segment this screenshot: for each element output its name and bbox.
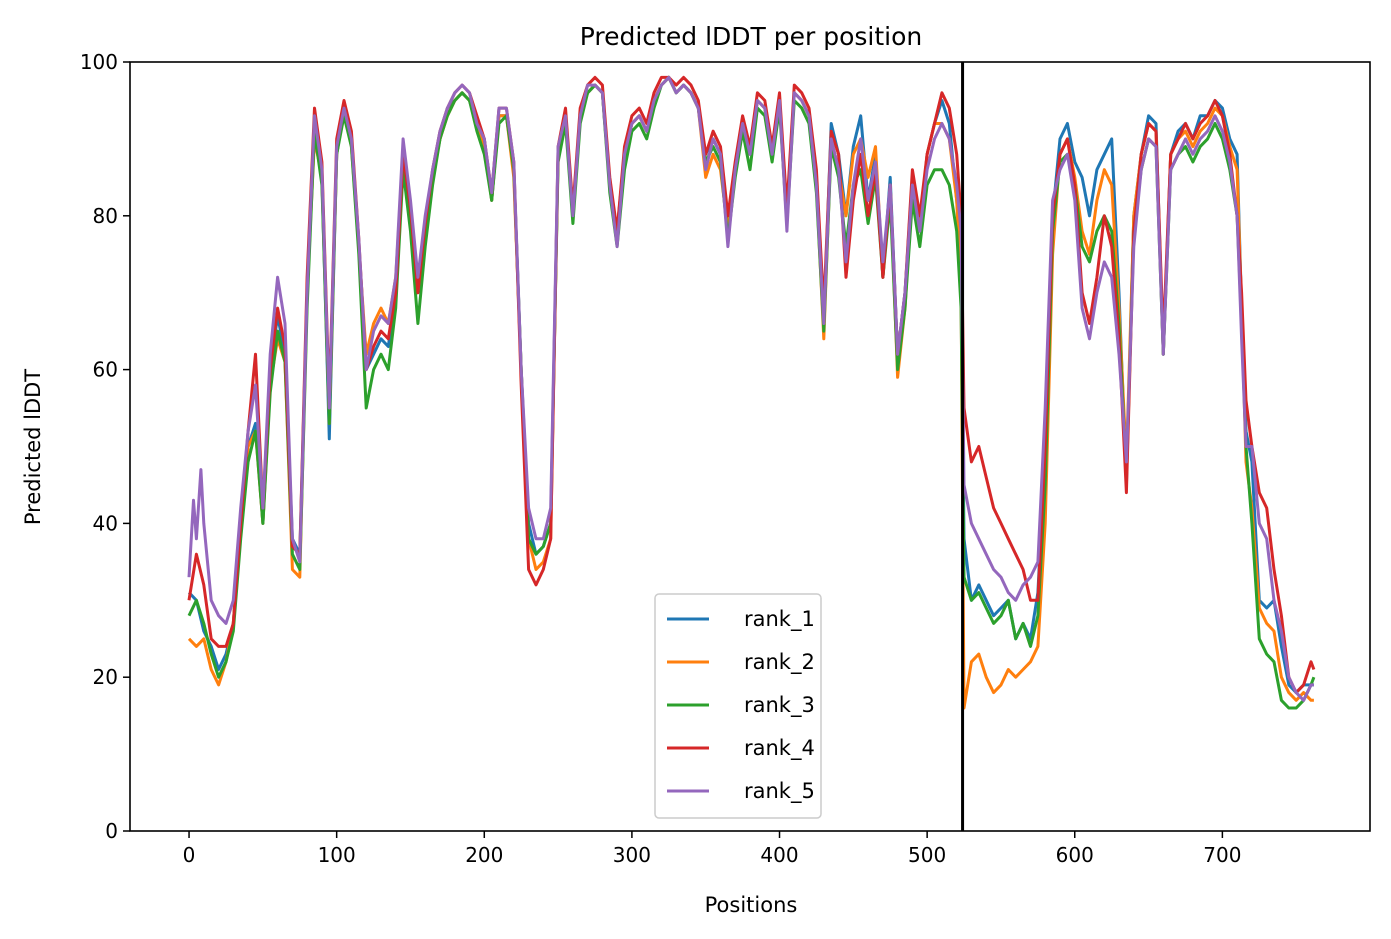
legend-label-rank_2: rank_2: [744, 650, 815, 675]
legend-box: [654, 593, 822, 819]
x-tick-label: 0: [183, 843, 196, 867]
y-axis-ticks: 0 20 40 60 80 100: [80, 50, 130, 843]
x-axis-ticks: 0 100 200 300 400 500 600 700: [183, 831, 1241, 867]
x-tick-label: 100: [318, 843, 356, 867]
x-tick-label: 200: [465, 843, 503, 867]
y-tick-label: 40: [93, 511, 118, 535]
legend-label-rank_5: rank_5: [744, 779, 815, 804]
x-tick-label: 500: [908, 843, 946, 867]
x-tick-label: 600: [1056, 843, 1094, 867]
y-tick-label: 0: [105, 819, 118, 843]
x-axis-label: Positions: [705, 893, 798, 917]
legend-items: rank_1 rank_2 rank_3 rank_4 rank_5: [667, 607, 815, 804]
series-line-rank_5: [187, 75, 1314, 702]
plot-frame: [129, 61, 1371, 832]
x-tick-label: 700: [1203, 843, 1241, 867]
chart-title: Predicted lDDT per position: [580, 22, 922, 51]
legend-label-rank_3: rank_3: [744, 693, 815, 718]
y-tick-label: 100: [80, 50, 118, 74]
series-group: [187, 75, 1316, 710]
y-tick-label: 80: [93, 204, 118, 228]
plot-area: [129, 61, 1371, 832]
legend: rank_1 rank_2 rank_3 rank_4 rank_5: [654, 593, 822, 819]
y-tick-label: 60: [93, 358, 118, 382]
x-tick-label: 400: [760, 843, 798, 867]
y-axis-label: Predicted lDDT: [21, 369, 45, 525]
legend-label-rank_1: rank_1: [744, 607, 815, 632]
x-tick-label: 300: [613, 843, 651, 867]
legend-label-rank_4: rank_4: [744, 736, 815, 761]
y-tick-label: 20: [93, 665, 118, 689]
